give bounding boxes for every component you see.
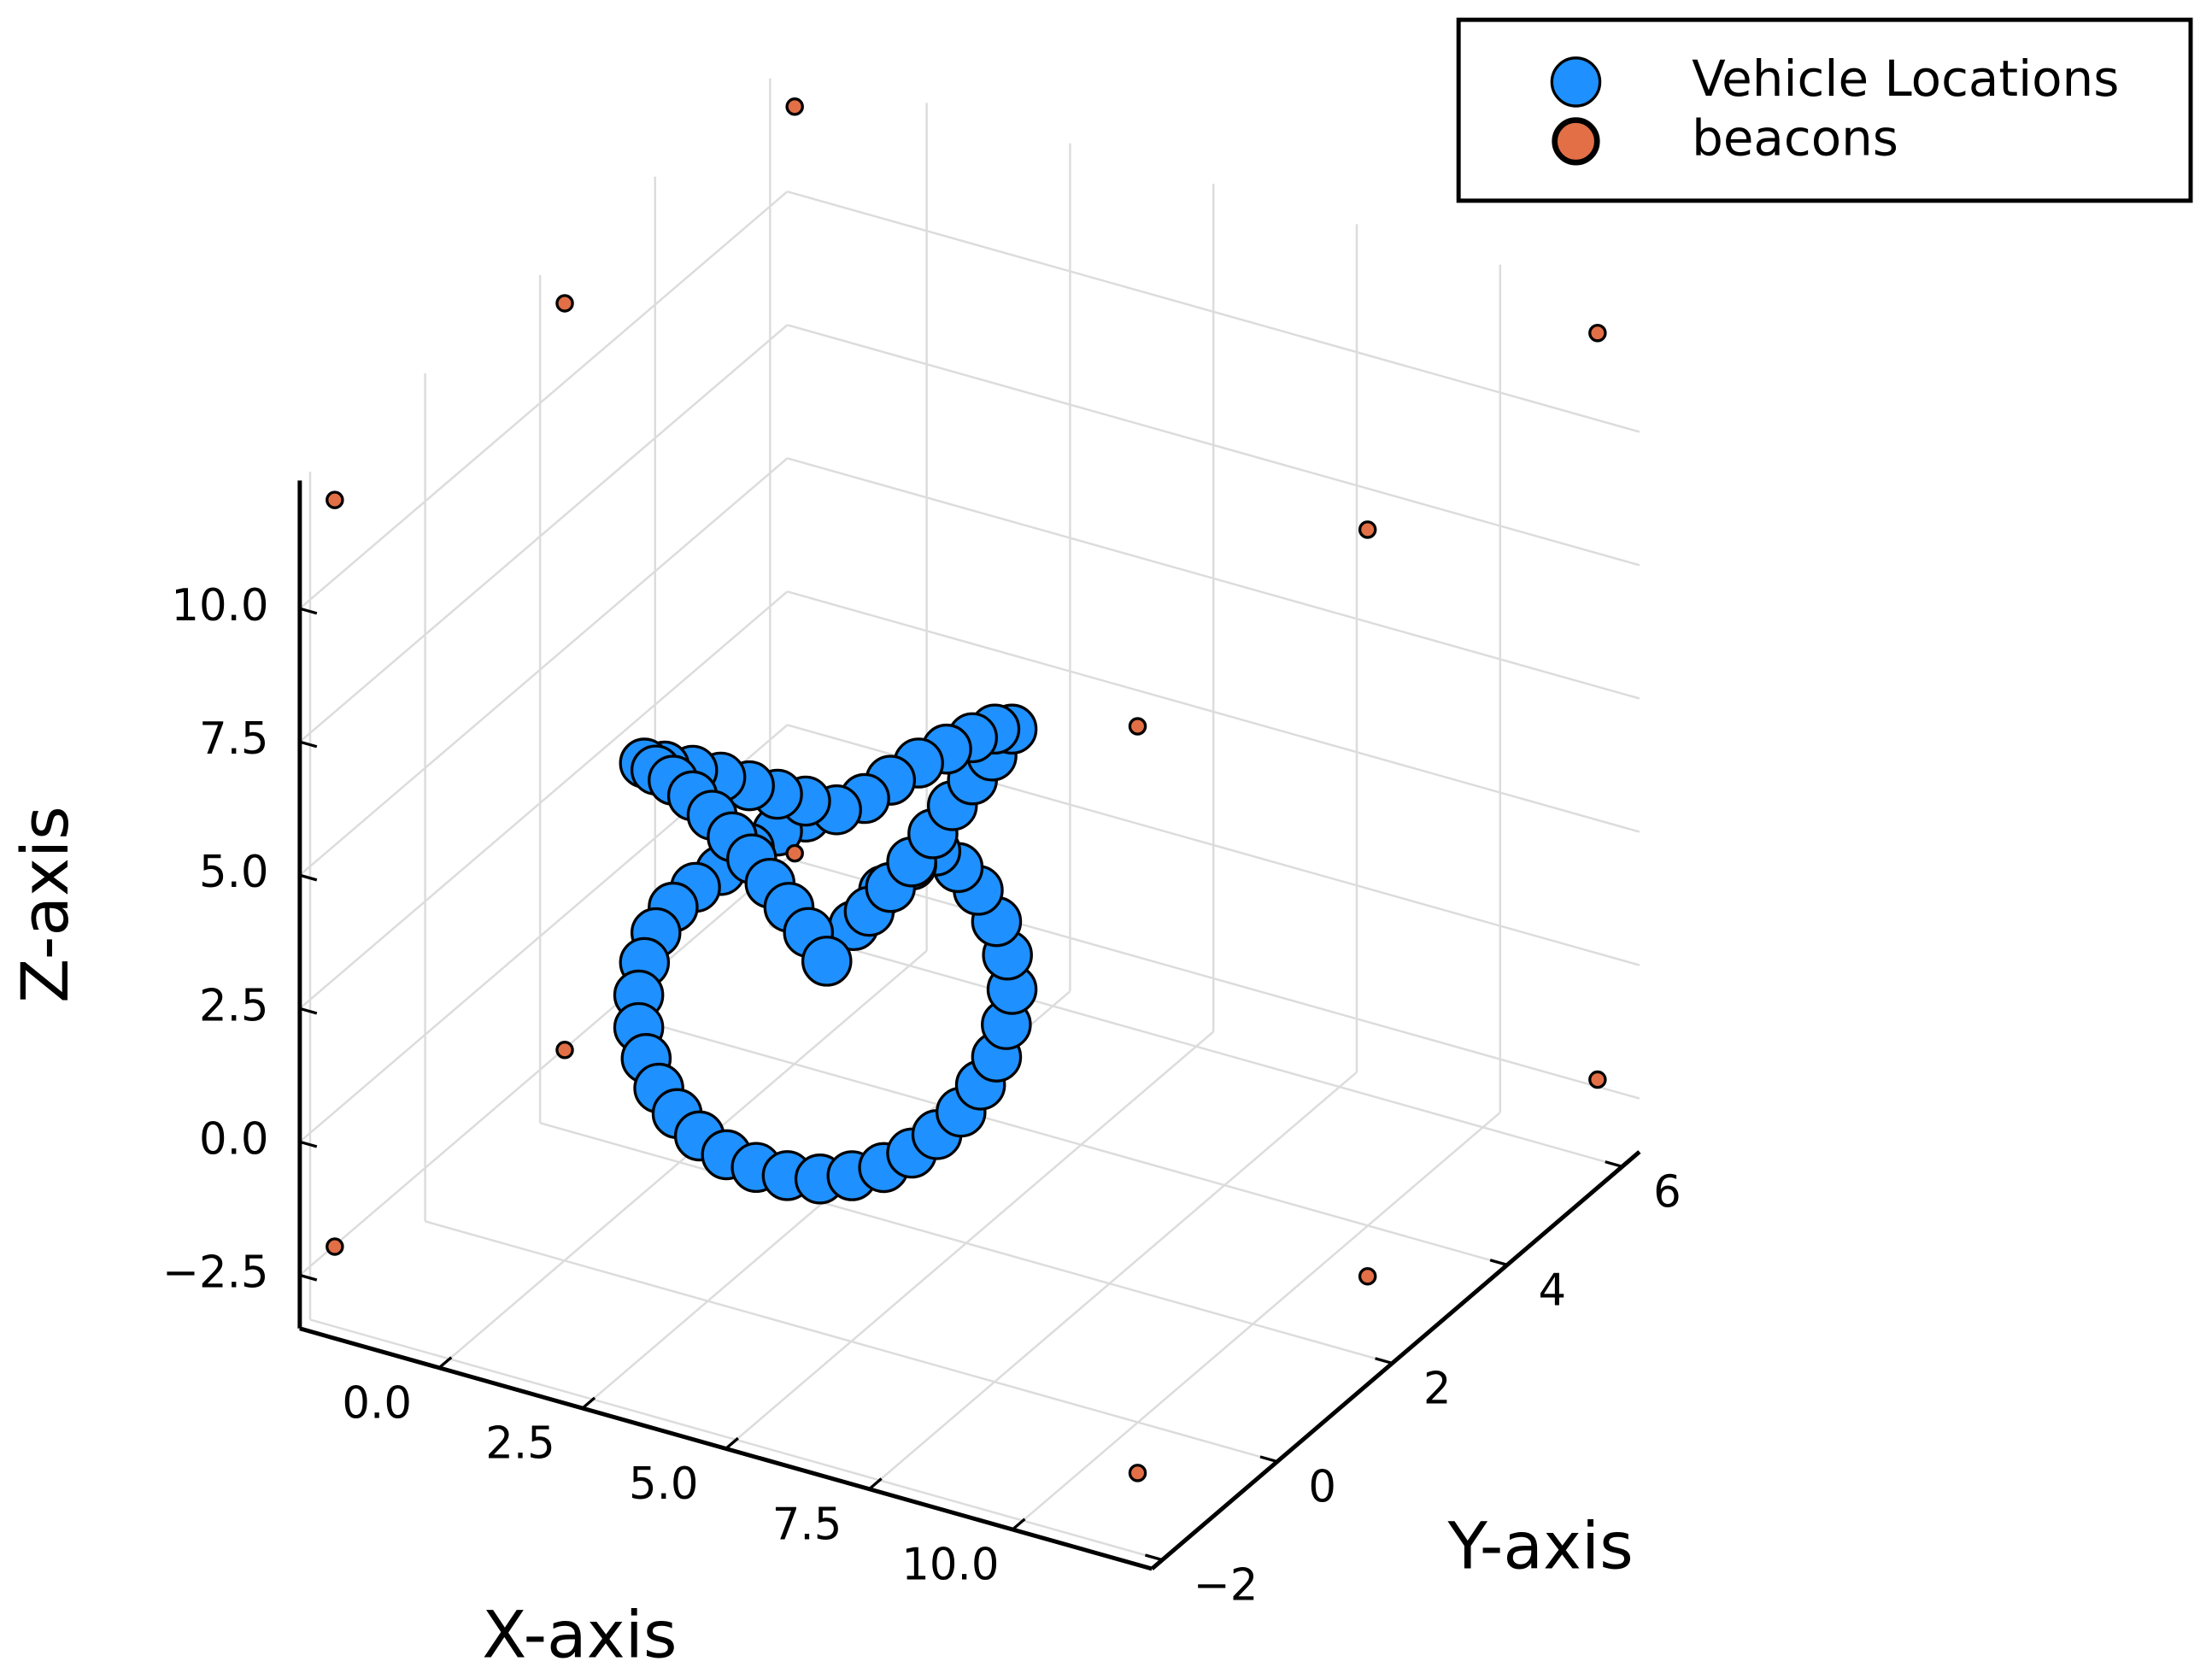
z-tick-label: 0.0	[199, 1113, 269, 1165]
z-axis-title: Z-axis	[7, 806, 83, 1003]
grid-line	[1012, 1112, 1501, 1530]
y-tick	[1144, 1553, 1163, 1562]
beacon-point	[1358, 1266, 1377, 1286]
x-tick-label: 2.5	[485, 1418, 555, 1470]
grid-line	[769, 925, 1623, 1168]
y-tick-label: −2	[1194, 1560, 1259, 1611]
y-tick	[1489, 1259, 1508, 1266]
beacon-point	[326, 490, 344, 509]
grid-line	[787, 191, 1640, 433]
grid-line	[787, 324, 1640, 567]
legend-label: Vehicle Locations	[1692, 50, 2119, 108]
y-tick	[1605, 1160, 1623, 1168]
y-tick-label: 0	[1308, 1462, 1336, 1513]
x-tick-label: 7.5	[772, 1499, 842, 1550]
y-axis-title: Y-axis	[1446, 1507, 1633, 1583]
grid-line	[438, 949, 928, 1369]
beacon-point	[555, 294, 574, 313]
x-tick-label: 5.0	[629, 1459, 699, 1510]
y-tick-label: 4	[1539, 1265, 1567, 1316]
x-axis-title: X-axis	[482, 1597, 677, 1673]
z-tick-label: 7.5	[199, 713, 269, 765]
vehicle-point	[801, 936, 853, 987]
y-tick	[1259, 1455, 1278, 1464]
z-tick	[299, 607, 318, 615]
legend-marker	[1550, 56, 1602, 108]
z-tick	[299, 740, 318, 749]
y-tick-label: 2	[1423, 1364, 1452, 1415]
grid-line	[425, 1220, 1278, 1463]
x-tick	[725, 1436, 739, 1450]
grid-line	[787, 590, 1640, 833]
beacon-point	[1128, 1464, 1147, 1482]
z-tick	[299, 1273, 318, 1282]
beacon-point	[1358, 520, 1377, 539]
y-axis-line	[1150, 1150, 1641, 1570]
grid-line	[299, 191, 789, 610]
z-tick-label: −2.5	[162, 1247, 268, 1298]
grid-line	[299, 857, 789, 1277]
x-tick	[437, 1356, 453, 1370]
grid-line	[787, 857, 1640, 1100]
grid-line	[539, 1122, 1393, 1365]
grid-line	[654, 1024, 1508, 1266]
axes: 0.0 2.5 5.0 7.5 10.0 −2 0 2 4 6 −2.5 0.0 2.5 5.0 7.5 10…	[162, 480, 1681, 1611]
legend-label: beacons	[1692, 109, 1898, 167]
z-tick-label: 5.0	[199, 847, 269, 898]
x-tick	[581, 1396, 596, 1410]
grid-line	[868, 1071, 1358, 1490]
beacon-point	[1588, 323, 1607, 343]
x-tick	[1012, 1518, 1026, 1531]
grid-line	[299, 590, 789, 1010]
beacon-point	[785, 843, 804, 863]
marks	[326, 97, 1607, 1482]
beacon-point	[555, 1041, 574, 1060]
x-tick-label: 10.0	[901, 1540, 999, 1591]
beacon-point	[326, 1237, 344, 1256]
y-tick-label: 6	[1653, 1166, 1681, 1218]
grid-line	[725, 1030, 1215, 1450]
x-tick	[868, 1477, 883, 1490]
grid-line	[787, 457, 1640, 700]
x-tick-label: 0.0	[342, 1377, 412, 1429]
z-tick	[299, 1140, 318, 1148]
z-tick-label: 2.5	[199, 980, 269, 1031]
grid-line	[299, 457, 789, 877]
beacon-point	[1128, 717, 1147, 736]
beacon-point	[1588, 1070, 1607, 1089]
legend-box	[1456, 17, 2193, 203]
legend-marker	[1552, 117, 1600, 166]
z-tick	[299, 1007, 318, 1015]
y-tick	[1375, 1357, 1393, 1365]
grid-line	[299, 324, 789, 743]
z-tick	[299, 873, 318, 882]
beacon-point	[785, 97, 804, 116]
z-tick-label: 10.0	[171, 580, 268, 631]
